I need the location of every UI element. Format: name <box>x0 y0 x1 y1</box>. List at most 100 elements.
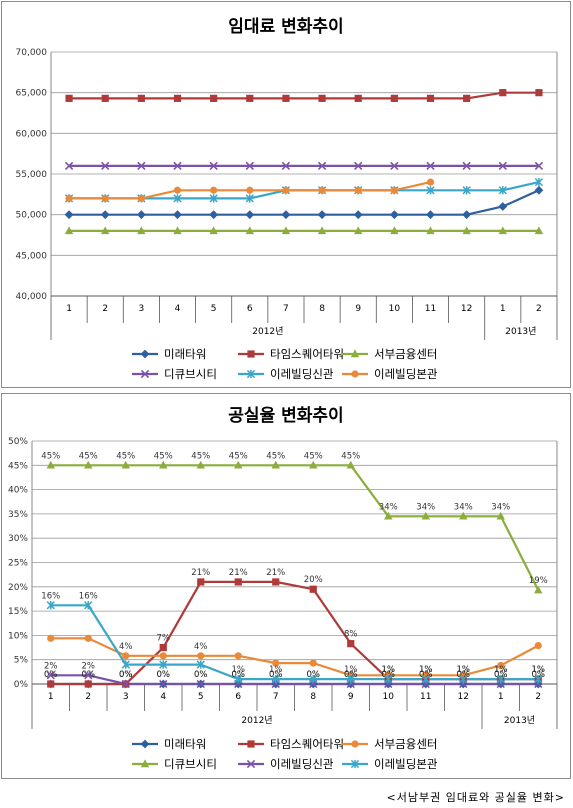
vacancy-data-label: 0% <box>232 670 246 680</box>
rent-data-point <box>137 194 145 202</box>
rent-data-point <box>100 210 110 220</box>
rent-data-point <box>499 89 507 97</box>
vacancy-data-point <box>309 675 318 684</box>
vacancy-data-label: 16% <box>41 591 60 601</box>
rent-series-markers-0 <box>64 185 544 220</box>
vacancy-data-label: 45% <box>79 451 98 461</box>
rent-data-point <box>534 185 544 195</box>
vacancy-series-line <box>50 464 540 591</box>
rent-data-point <box>389 210 399 220</box>
rent-y-tick-label: 55,000 <box>16 170 48 180</box>
rent-data-point <box>101 94 109 102</box>
vacancy-data-label: 1% <box>232 665 246 675</box>
vacancy-y-tick-label: 15% <box>8 607 28 617</box>
vacancy-data-point <box>234 652 242 660</box>
vacancy-x-tick-label: 7 <box>273 692 279 702</box>
rent-data-point <box>173 161 182 171</box>
vacancy-data-point <box>84 634 92 642</box>
rent-data-point <box>210 94 218 102</box>
rent-data-point <box>426 186 435 195</box>
vacancy-series-markers-4: 2% 2% 0% 0% 0% 0% 0% 0% 0% 0% 0% 0% 0% 0% <box>44 661 545 689</box>
vacancy-data-point <box>496 511 505 520</box>
vacancy-data-label: 1% <box>269 665 283 675</box>
vacancy-y-tick-label: 35% <box>8 510 28 520</box>
vacancy-data-label: 0% <box>194 670 208 680</box>
rent-series-markers-5 <box>65 178 435 202</box>
vacancy-data-point <box>421 675 430 684</box>
vacancy-data-label: 0% <box>307 670 321 680</box>
vacancy-data-point <box>121 679 130 689</box>
rent-data-point <box>137 161 146 171</box>
vacancy-data-label: 20% <box>304 575 323 585</box>
vacancy-data-label: 45% <box>41 451 60 461</box>
vacancy-data-point <box>46 460 55 469</box>
vacancy-data-label: 1% <box>457 665 471 675</box>
vacancy-data-label: 1% <box>494 665 508 675</box>
vacancy-data-label: 45% <box>341 451 360 461</box>
vacancy-data-label: 45% <box>304 451 323 461</box>
rent-legend-marker <box>140 369 150 379</box>
vacancy-series-4 <box>50 674 539 686</box>
vacancy-data-label: 2% <box>82 661 96 671</box>
rent-series-markers-3 <box>64 161 544 171</box>
vacancy-data-point <box>46 601 55 610</box>
rent-chart-panel: 임대료 변화추이 40,000 45,000 50,000 55,000 60,000 65… <box>1 1 571 388</box>
vacancy-chart-panel: 공실율 변화추이 0% 5% 10% 15% 20% 25% 30% 35% 40% 45% 50% 1… <box>1 393 571 779</box>
vacancy-data-label: 0% <box>194 670 208 680</box>
rent-x-tick-label: 2 <box>536 304 542 314</box>
rent-data-point <box>317 210 327 220</box>
rent-legend-label: 이레빌딩신관 <box>270 367 334 381</box>
vacancy-data-label: 16% <box>79 591 98 601</box>
vacancy-legend-marker <box>351 740 359 748</box>
rent-data-point <box>462 226 471 235</box>
vacancy-legend-marker <box>247 740 255 748</box>
figure-caption: <서남부권 임대료와 공실율 변화> <box>386 791 565 804</box>
rent-x-tick-label: 10 <box>389 304 401 314</box>
vacancy-legend-marker <box>140 759 150 768</box>
vacancy-data-point <box>459 511 468 520</box>
rent-data-point <box>354 226 363 235</box>
vacancy-data-point <box>121 660 130 669</box>
vacancy-data-label: 1% <box>382 665 396 675</box>
rent-data-point <box>498 202 508 211</box>
rent-legend-label: 미래타워 <box>164 347 206 361</box>
rent-x-tick-label: 7 <box>283 304 289 314</box>
vacancy-x-tick-label: 1 <box>498 692 504 702</box>
rent-data-point <box>317 161 327 171</box>
rent-series-markers-2 <box>64 226 544 235</box>
rent-data-point <box>463 94 471 102</box>
vacancy-data-point <box>534 585 543 594</box>
vacancy-data-label: 4% <box>194 642 208 652</box>
rent-series-line <box>69 189 540 216</box>
vacancy-data-point <box>46 671 55 680</box>
rent-x-tick-label: 1 <box>66 304 72 314</box>
rent-data-point <box>498 161 507 171</box>
rent-data-point <box>426 210 435 220</box>
vacancy-data-label: 0% <box>269 670 283 680</box>
vacancy-x-tick-label: 12 <box>458 692 469 702</box>
rent-y-tick-label: 70,000 <box>16 48 48 58</box>
rent-data-point <box>137 94 145 102</box>
rent-data-point <box>136 210 146 220</box>
vacancy-data-point <box>234 675 243 684</box>
rent-data-point <box>498 226 507 235</box>
rent-data-point <box>173 94 182 102</box>
rent-data-point <box>246 186 254 194</box>
vacancy-legend-label: 이레빌딩본관 <box>374 757 438 771</box>
vacancy-data-label: 1% <box>382 665 396 675</box>
vacancy-series-markers-5: 16% 16% 1% 1% 1% 1% 1% 1% 1% 1% <box>41 591 545 684</box>
vacancy-x-tick-label: 6 <box>235 692 241 702</box>
rent-data-point <box>354 94 362 102</box>
rent-data-point <box>535 89 543 97</box>
vacancy-data-label: 45% <box>116 451 135 461</box>
rent-legend-marker <box>351 370 359 378</box>
vacancy-data-label: 0% <box>307 670 321 680</box>
vacancy-series-5 <box>50 604 539 681</box>
vacancy-legend-marker <box>140 739 150 749</box>
vacancy-data-label: 0% <box>494 670 508 680</box>
rent-data-point <box>426 94 435 102</box>
vacancy-data-label: 1% <box>532 665 546 675</box>
rent-data-point <box>282 94 290 102</box>
rent-legend-label: 이레빌딩본관 <box>374 367 438 381</box>
vacancy-data-label: 0% <box>419 670 433 680</box>
